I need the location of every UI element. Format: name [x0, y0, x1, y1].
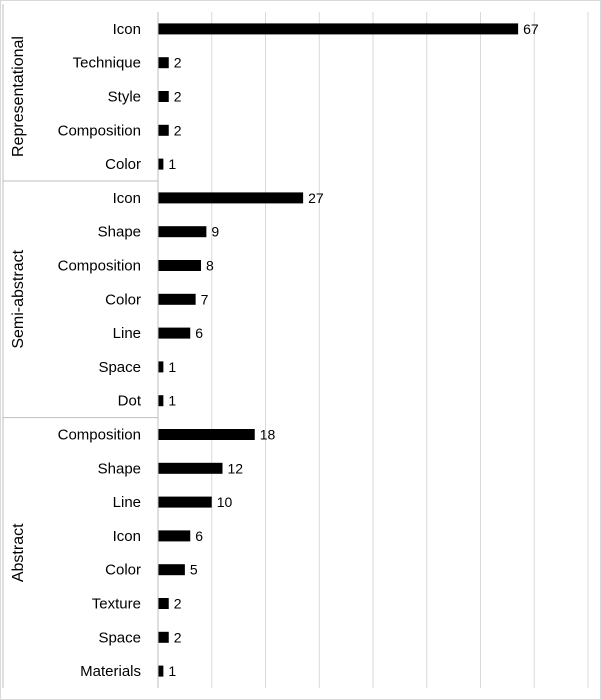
category-label-semi-abstract-line: Line	[113, 325, 141, 342]
data-label-representational-technique: 2	[174, 55, 182, 71]
category-label-semi-abstract-space: Space	[98, 359, 141, 376]
category-label-representational-style: Style	[108, 89, 141, 106]
bar-representational-style	[158, 91, 169, 102]
category-label-abstract-color: Color	[105, 562, 141, 579]
data-label-representational-style: 2	[174, 89, 182, 105]
data-label-semi-abstract-space: 1	[168, 359, 176, 375]
bar-abstract-color	[158, 564, 185, 576]
data-label-semi-abstract-icon: 27	[308, 190, 324, 206]
data-label-abstract-texture: 2	[174, 596, 182, 612]
bar-abstract-materials	[158, 665, 164, 677]
data-label-abstract-shape: 12	[228, 460, 244, 476]
data-label-semi-abstract-shape: 9	[211, 224, 219, 240]
bar-semi-abstract-space	[158, 361, 164, 373]
category-label-representational-icon: Icon	[113, 21, 141, 38]
category-label-abstract-composition: Composition	[58, 427, 141, 444]
data-label-representational-color: 1	[168, 156, 176, 172]
bar-abstract-space	[158, 631, 169, 643]
bar-semi-abstract-color	[158, 293, 196, 305]
category-label-abstract-space: Space	[98, 629, 141, 646]
bar-semi-abstract-composition	[158, 260, 201, 271]
data-label-abstract-space: 2	[174, 629, 182, 645]
bar-representational-icon	[158, 23, 519, 35]
category-label-semi-abstract-color: Color	[105, 291, 141, 308]
category-label-abstract-icon: Icon	[113, 528, 141, 545]
bar-representational-technique	[158, 57, 169, 69]
data-label-abstract-composition: 18	[260, 427, 276, 443]
category-label-semi-abstract-icon: Icon	[113, 190, 141, 207]
bar-representational-composition	[158, 124, 169, 136]
bar-semi-abstract-dot	[158, 395, 164, 407]
category-label-abstract-texture: Texture	[92, 596, 141, 613]
data-label-semi-abstract-dot: 1	[168, 393, 176, 409]
data-label-abstract-materials: 1	[168, 663, 176, 679]
bar-semi-abstract-icon	[158, 192, 304, 204]
category-label-representational-composition: Composition	[58, 122, 141, 139]
data-label-semi-abstract-line: 6	[195, 325, 203, 341]
data-label-abstract-line: 10	[217, 494, 233, 510]
bar-semi-abstract-line	[158, 327, 191, 339]
group-label-representational: Representational	[10, 36, 27, 157]
data-label-representational-composition: 2	[174, 122, 182, 138]
data-label-semi-abstract-composition: 8	[206, 258, 214, 274]
data-label-semi-abstract-color: 7	[201, 291, 209, 307]
category-label-semi-abstract-composition: Composition	[58, 258, 141, 275]
bar-semi-abstract-shape	[158, 226, 207, 238]
bar-abstract-shape	[158, 462, 223, 474]
category-label-representational-technique: Technique	[73, 55, 141, 72]
data-label-abstract-icon: 6	[195, 528, 203, 544]
group-label-abstract: Abstract	[10, 523, 27, 582]
data-label-representational-icon: 67	[523, 21, 539, 37]
category-label-abstract-line: Line	[113, 494, 141, 511]
category-label-abstract-shape: Shape	[98, 460, 141, 477]
bar-abstract-composition	[158, 429, 255, 440]
bar-abstract-texture	[158, 598, 169, 609]
group-label-semi-abstract: Semi-abstract	[10, 249, 27, 348]
category-label-semi-abstract-dot: Dot	[118, 393, 142, 410]
category-label-semi-abstract-shape: Shape	[98, 224, 141, 241]
category-label-representational-color: Color	[105, 156, 141, 173]
bar-abstract-line	[158, 496, 212, 508]
category-label-abstract-materials: Materials	[80, 663, 141, 680]
bar-abstract-icon	[158, 530, 191, 542]
data-label-abstract-color: 5	[190, 562, 198, 578]
bar-representational-color	[158, 158, 164, 170]
